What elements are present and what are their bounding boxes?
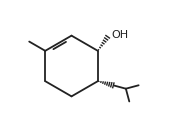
Text: OH: OH	[112, 30, 129, 40]
